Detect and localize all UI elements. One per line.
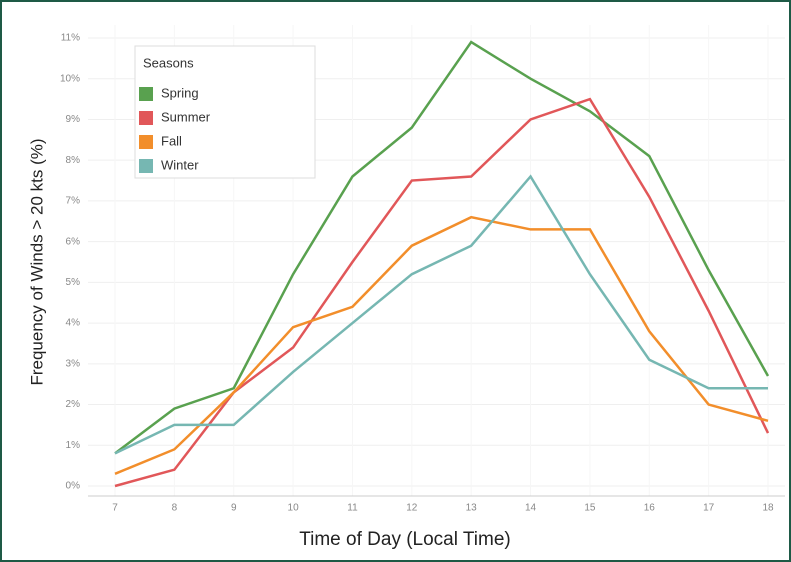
legend-swatch (139, 111, 153, 125)
y-tick-label: 11% (61, 33, 80, 44)
x-tick-label: 12 (406, 503, 418, 514)
x-tick-label: 13 (466, 503, 478, 514)
legend-swatch (139, 159, 153, 173)
legend-swatch (139, 135, 153, 149)
x-tick-label: 10 (288, 503, 300, 514)
legend-swatch (139, 87, 153, 101)
series-line (114, 174, 768, 455)
legend-label: Winter (161, 157, 199, 172)
x-tick-label: 11 (347, 503, 358, 514)
x-tick-label: 8 (172, 503, 178, 514)
y-tick-label: 7% (66, 196, 81, 207)
x-tick-label: 18 (762, 503, 774, 514)
series-line (114, 97, 770, 488)
y-tick-label: 5% (66, 277, 81, 288)
x-tick-label: 14 (525, 503, 537, 514)
series-line (114, 215, 769, 475)
x-tick-label: 7 (112, 503, 118, 514)
y-tick-label: 1% (66, 440, 81, 451)
legend-label: Fall (161, 133, 182, 148)
y-tick-label: 8% (66, 155, 81, 166)
y-tick-label: 3% (66, 358, 81, 369)
legend-box (134, 45, 316, 179)
x-tick-label: 16 (644, 503, 656, 514)
y-tick-label: 6% (66, 236, 81, 247)
x-axis-label: Time of Day (Local Time) (299, 529, 511, 550)
legend-title: Seasons (143, 55, 194, 70)
legend: Seasons Spring Summer Fall Winter (134, 45, 316, 179)
x-tick-label: 9 (231, 503, 237, 514)
y-tick-label: 9% (66, 114, 81, 125)
legend-label: Summer (161, 109, 211, 124)
x-tick-label: 17 (703, 503, 715, 514)
y-tick-label: 0% (66, 481, 81, 492)
legend-label: Spring (161, 85, 199, 100)
series-line (114, 40, 770, 455)
x-tick-label: 15 (584, 503, 596, 514)
y-tick-label: 10% (60, 73, 80, 84)
y-tick-label: 2% (66, 399, 81, 410)
y-tick-label: 4% (66, 318, 81, 329)
y-axis-label: Frequency of Winds > 20 kts (%) (27, 138, 46, 385)
